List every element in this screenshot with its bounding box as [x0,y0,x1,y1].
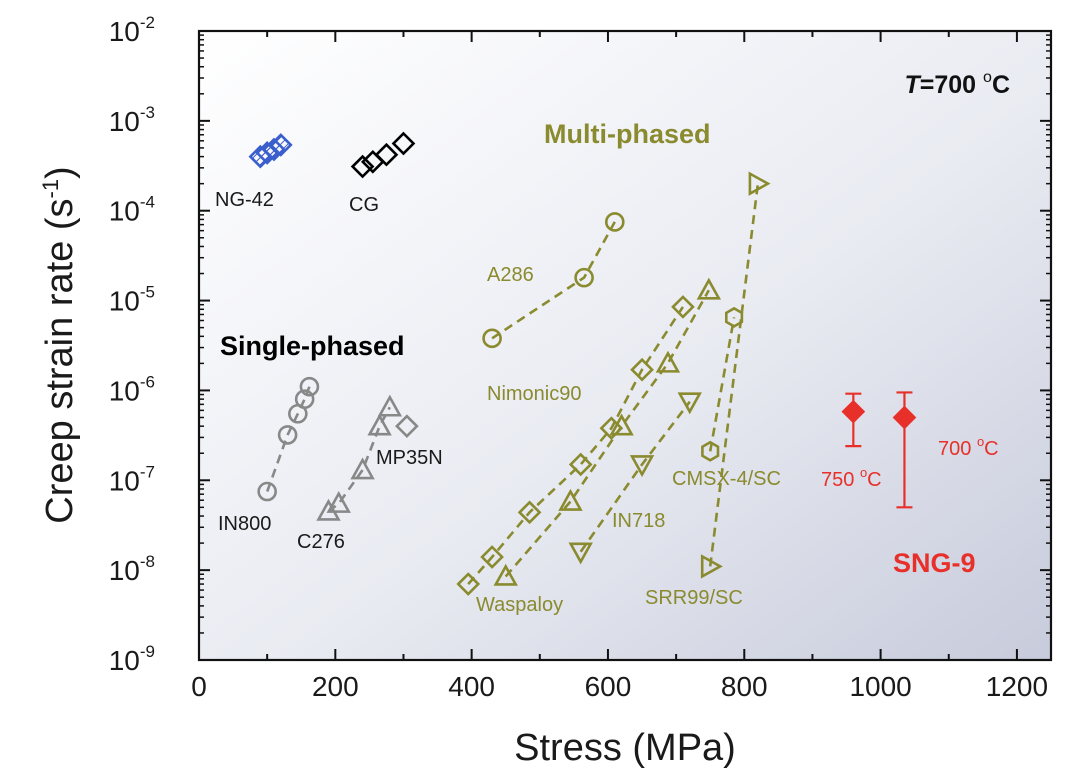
marker-c276 [350,457,375,480]
marker-nimonic90 [568,452,593,477]
x-tick-label: 800 [721,671,768,702]
marker-nimonic90 [630,357,654,382]
x-tick-label: 200 [312,671,359,702]
y-tick-label: 10-4 [109,193,155,227]
x-tick-label: 400 [448,671,495,702]
marker-nimonic90 [517,500,542,525]
series-line-waspaloy [504,289,710,578]
series-label-mp35n: MP35N [376,447,443,469]
marker-in718 [677,392,702,415]
marker-waspaloy [558,488,583,511]
axis-ticks: 0 200 400 600 800 1000 1200 10-9 10-8 10-7 10-6 10-… [109,13,1051,702]
series-label-ng-42: NG-42 [215,189,274,211]
series-line-a286 [491,221,616,340]
series-line-in800 [265,386,311,492]
marker-in800 [277,425,298,445]
marker-in800 [257,481,277,502]
marker-srr99-sc [700,554,723,579]
marker-srr99-sc [748,171,771,196]
series-label-in800: IN800 [218,513,271,535]
temperature-note: T=700 oC [904,69,1010,99]
y-tick-label: 10-2 [109,13,155,47]
plot-area [197,29,1053,662]
marker-mp35n [395,414,419,439]
marker-in718 [568,542,593,565]
series-line-in718 [579,400,691,553]
marker-in800 [299,376,320,397]
marker-waspaloy [493,563,518,586]
series-line-nimonic90 [467,306,684,585]
series-line-srr99-sc [708,183,760,567]
y-axis-title: Creep strain rate (s-1) [38,166,81,523]
marker-cg [391,131,416,156]
x-tick-label: 600 [585,671,632,702]
marker-a286 [574,267,594,288]
marker-waspaloy [655,350,681,373]
marker-c276 [326,490,351,513]
group-label-sng9: SNG-9 [893,548,976,578]
y-tick-label: 10-6 [109,372,155,406]
marker-cg [374,142,399,167]
sng9-temperature-label: 700 oC [938,434,999,460]
y-tick-label: 10-3 [109,103,155,137]
marker-in800 [294,389,315,409]
marker-nimonic90 [671,295,695,319]
y-tick-label: 10-5 [109,283,155,317]
marker-nimonic90 [456,572,481,596]
marker-cmsx-4-sc [724,306,744,328]
series-label-in718: IN718 [612,510,665,532]
y-tick-label: 10-9 [109,642,155,676]
group-label-single-phased: Single-phased [220,331,405,361]
marker-waspaloy [609,413,634,436]
x-tick-label: 0 [191,671,207,702]
sng9-temperature-label: 750 oC [821,465,882,491]
marker-cg [350,154,375,179]
marker-a286 [482,328,502,349]
marker-sng-9 [892,405,917,430]
series-label-cmsx-4-sc: CMSX-4/SC [672,468,781,490]
series-label-a286: A286 [487,264,534,286]
marker-c276 [367,413,392,436]
marker-nimonic90 [480,545,504,569]
series-markers [248,131,917,596]
x-tick-label: 1200 [986,671,1048,702]
marker-sng-9 [841,399,866,424]
series-labels: NG-42 CG IN800 C276 MP35N A286 Nimonic90 Waspal… [215,189,999,616]
marker-ng-42 [268,133,293,157]
group-label-multi-phased: Multi-phased [544,119,711,149]
series-line-cmsx-4-sc [708,317,736,452]
series-label-srr99-sc: SRR99/SC [645,587,743,609]
y-tick-label: 10-7 [109,462,155,496]
series-label-nimonic90: Nimonic90 [487,383,581,405]
marker-c276 [377,394,403,417]
marker-waspaloy [696,277,722,300]
marker-in718 [629,455,655,478]
marker-a286 [604,212,625,232]
x-tick-label: 1000 [849,671,911,702]
series-label-cg: CG [349,194,379,216]
y-tick-label: 10-8 [109,552,155,586]
series-label-waspaloy: Waspaloy [476,594,563,616]
marker-cmsx-4-sc [701,440,720,462]
x-axis-title: Stress (MPa) [514,727,736,769]
series-label-c276: C276 [297,531,345,553]
